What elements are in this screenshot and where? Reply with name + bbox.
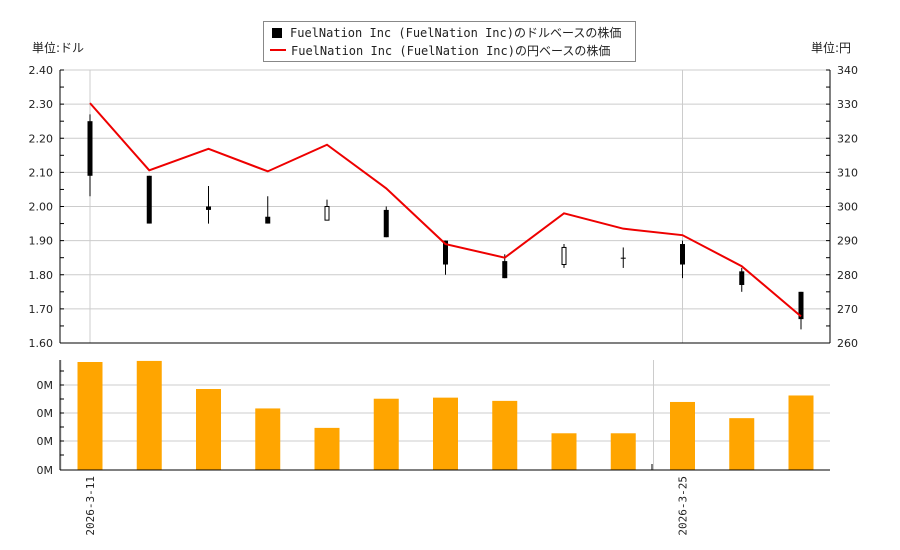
svg-text:1.90: 1.90 bbox=[29, 235, 54, 248]
candlesticks bbox=[87, 114, 804, 330]
volume-bar bbox=[610, 433, 636, 470]
volume-bar bbox=[551, 433, 577, 470]
svg-text:2.40: 2.40 bbox=[29, 64, 54, 77]
svg-text:2.20: 2.20 bbox=[29, 132, 54, 145]
svg-text:320: 320 bbox=[837, 132, 858, 145]
legend-item-yen: FuelNation Inc (FuelNation Inc)の円ベースの株価 bbox=[270, 42, 610, 60]
svg-text:0M: 0M bbox=[37, 435, 54, 448]
svg-text:1.70: 1.70 bbox=[29, 303, 54, 316]
svg-text:0M: 0M bbox=[37, 379, 54, 392]
candle bbox=[146, 175, 152, 224]
candle bbox=[680, 240, 685, 279]
black-square-icon bbox=[272, 27, 282, 38]
volume-bar bbox=[788, 395, 814, 470]
svg-text:1.60: 1.60 bbox=[29, 337, 54, 350]
svg-text:340: 340 bbox=[837, 64, 858, 77]
legend-item-dollar: FuelNation Inc (FuelNation Inc)のドルベースの株価 bbox=[270, 24, 621, 42]
svg-text:330: 330 bbox=[837, 98, 858, 111]
svg-text:1.80: 1.80 bbox=[29, 269, 54, 282]
svg-text:2.30: 2.30 bbox=[29, 98, 54, 111]
left-axis-unit: 単位:ドル bbox=[32, 41, 85, 55]
svg-text:0M: 0M bbox=[37, 464, 54, 477]
volume-bar bbox=[77, 362, 103, 470]
candle bbox=[87, 114, 93, 197]
volume-bar bbox=[433, 397, 458, 470]
candle bbox=[206, 186, 211, 224]
volume-bar bbox=[729, 418, 755, 470]
axes bbox=[59, 69, 831, 471]
svg-text:2.00: 2.00 bbox=[29, 201, 54, 214]
svg-text:290: 290 bbox=[837, 235, 858, 248]
svg-text:2026-3-25: 2026-3-25 bbox=[677, 476, 690, 536]
svg-text:0M: 0M bbox=[37, 407, 54, 420]
price-gridlines bbox=[60, 69, 830, 343]
candle bbox=[798, 291, 804, 330]
candle bbox=[324, 199, 330, 221]
svg-text:280: 280 bbox=[837, 269, 858, 282]
svg-text:300: 300 bbox=[837, 201, 858, 214]
candle bbox=[620, 247, 626, 268]
volume-bar bbox=[670, 401, 695, 470]
volume-bar bbox=[255, 408, 281, 470]
svg-text:2.10: 2.10 bbox=[29, 166, 54, 179]
yen-price-line bbox=[89, 102, 802, 318]
volume-bars bbox=[77, 360, 814, 470]
volume-bar bbox=[196, 389, 221, 470]
volume-bar bbox=[373, 398, 399, 470]
candle bbox=[739, 267, 745, 292]
volume-bar bbox=[314, 427, 340, 470]
svg-text:2026-3-11: 2026-3-11 bbox=[84, 476, 97, 536]
candle bbox=[383, 206, 389, 238]
svg-text:270: 270 bbox=[837, 303, 858, 316]
red-line-icon bbox=[270, 49, 286, 51]
volume-bar bbox=[136, 360, 162, 470]
legend-label-yen: FuelNation Inc (FuelNation Inc)の円ベースの株価 bbox=[291, 44, 611, 58]
chart-legend: FuelNation Inc (FuelNation Inc)のドルベースの株価… bbox=[263, 21, 636, 62]
legend-label-dollar: FuelNation Inc (FuelNation Inc)のドルベースの株価 bbox=[290, 26, 622, 40]
candle bbox=[561, 244, 567, 268]
right-axis-unit: 単位:円 bbox=[811, 41, 852, 55]
volume-bar bbox=[492, 400, 518, 470]
candle bbox=[443, 240, 448, 275]
candle bbox=[265, 196, 271, 224]
svg-text:310: 310 bbox=[837, 166, 858, 179]
tick-labels: 2.40 2.30 2.20 2.10 2.00 1.90 1.80 1.70 1.60 340 3… bbox=[29, 64, 859, 536]
svg-text:260: 260 bbox=[837, 337, 858, 350]
